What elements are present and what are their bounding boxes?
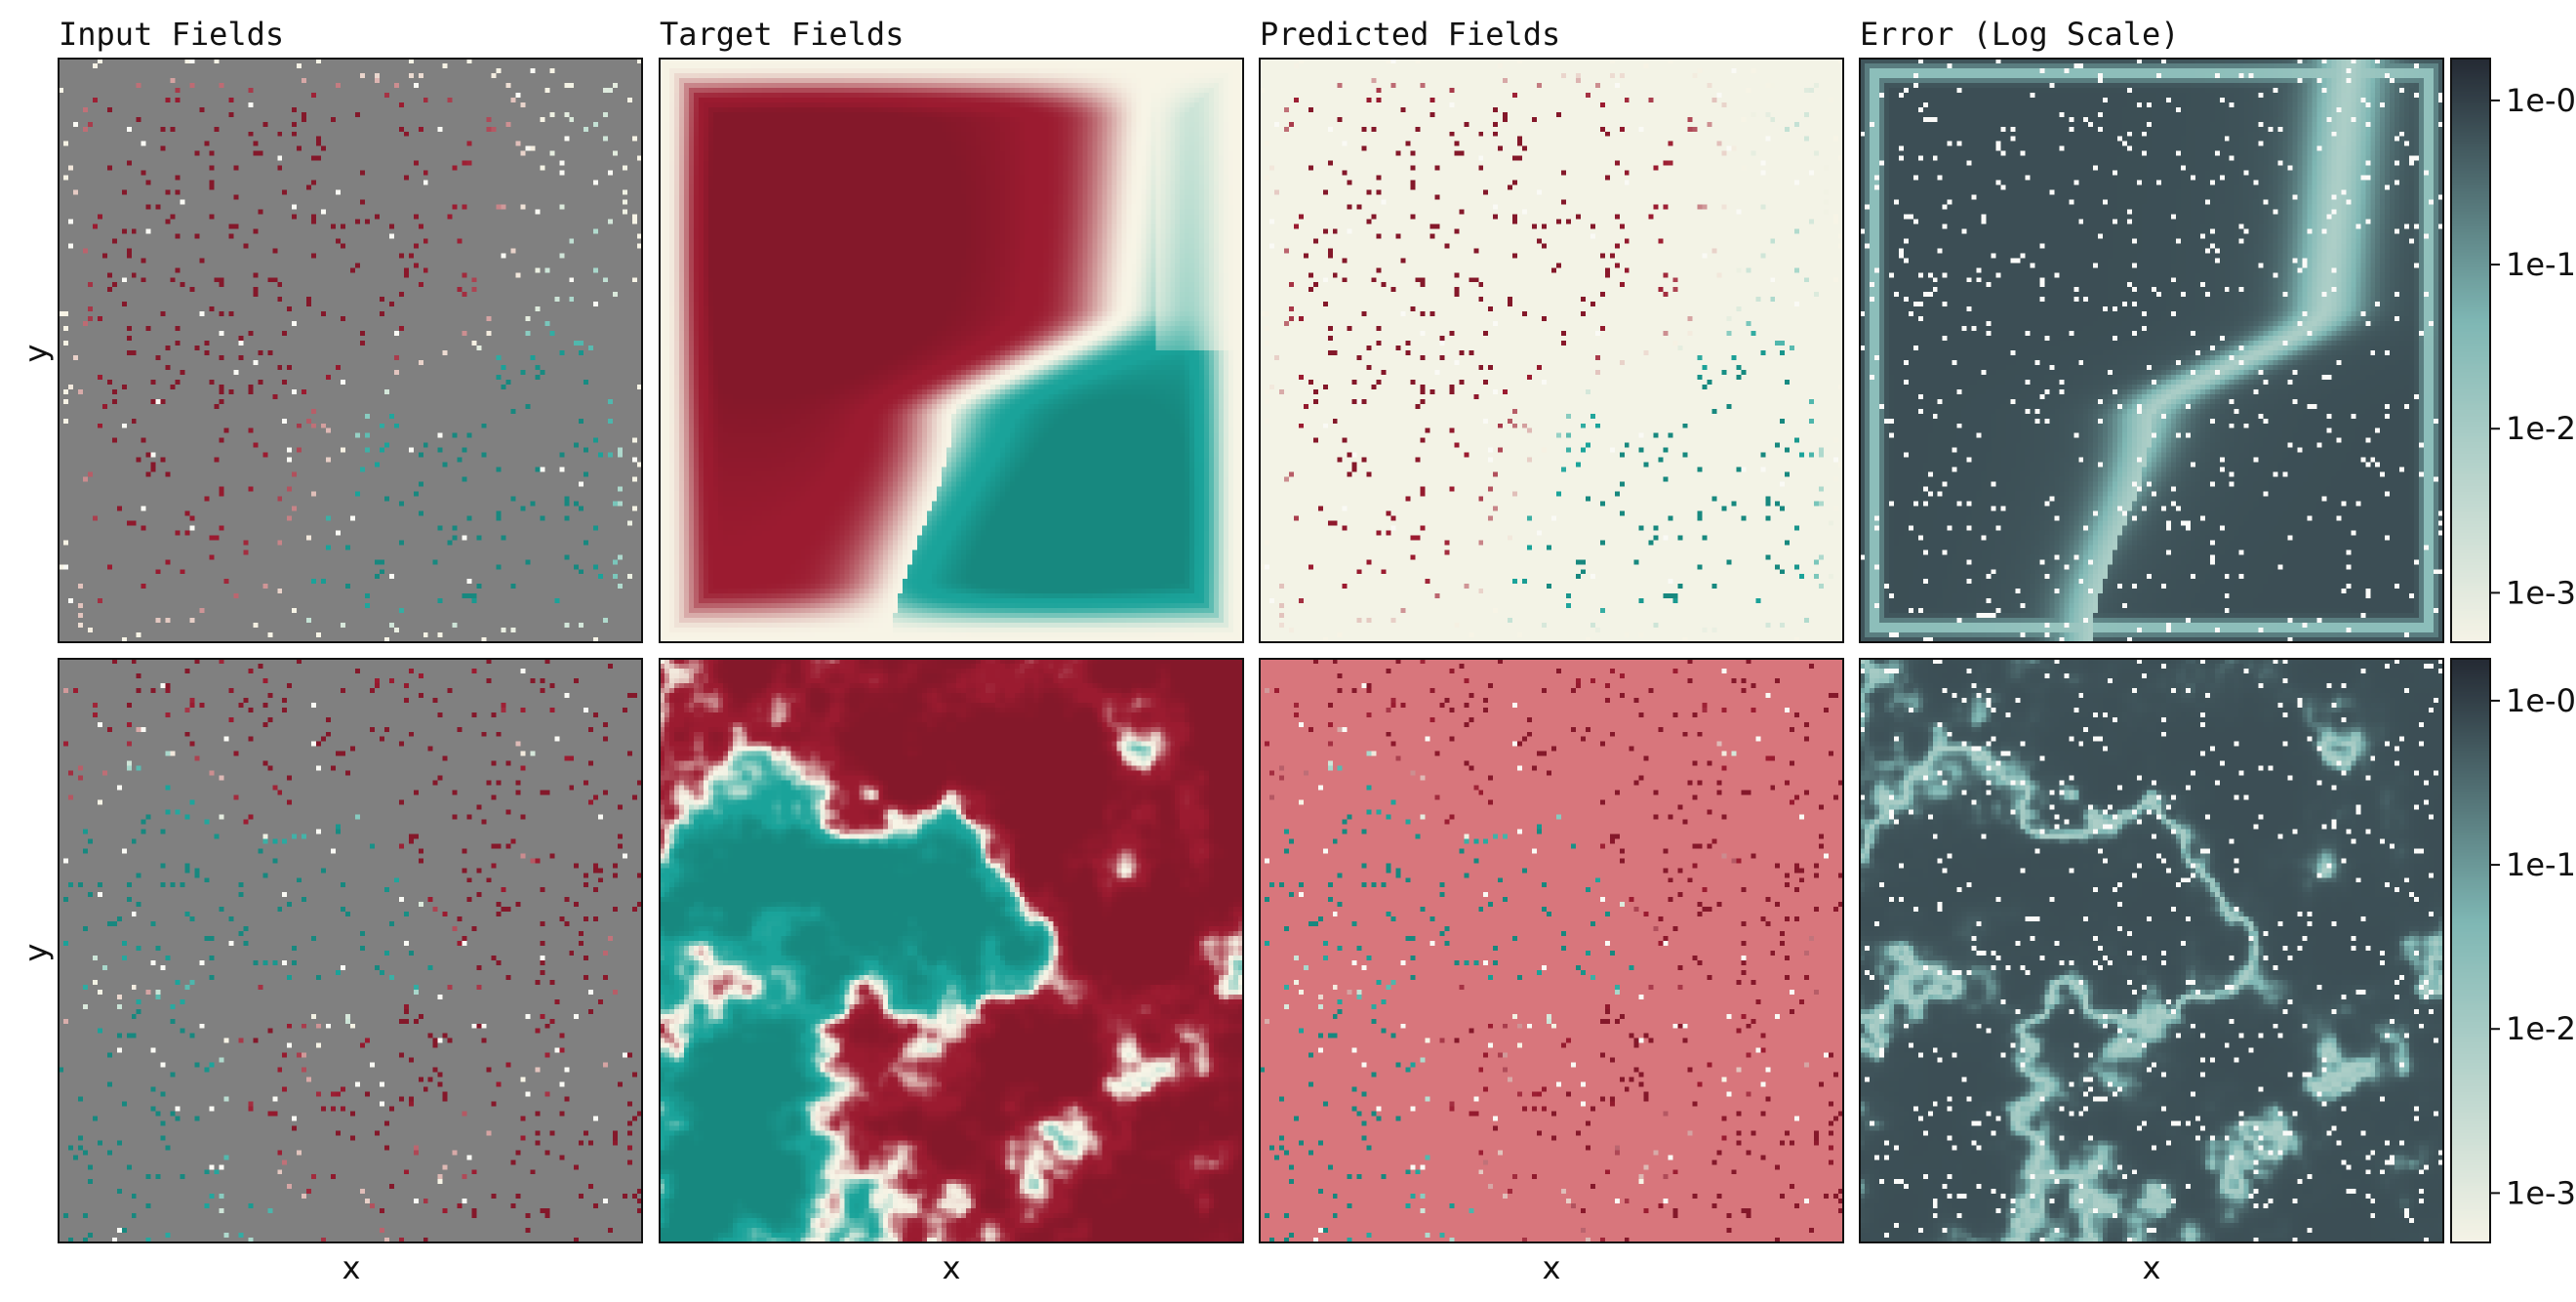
colorbar-frame-row-2 — [2450, 658, 2491, 1243]
panel-frame-target-row-1 — [659, 58, 1244, 643]
heatmap-input-row-1 — [59, 59, 642, 642]
title-target-fields: Target Fields — [660, 16, 904, 53]
y-axis-label-row-2: y — [18, 944, 55, 962]
panel-frame-error-row-1 — [1859, 58, 2444, 643]
colorbar-row-1 — [2451, 59, 2490, 642]
heatmap-target-row-2 — [660, 659, 1243, 1242]
x-axis-label-col-1: x — [342, 1249, 361, 1286]
colorbar-frame-row-1 — [2450, 58, 2491, 643]
colorbar-tick-label-row-1: 1e-2 — [2506, 410, 2576, 447]
colorbar-tick-label-row-2: 1e-0 — [2506, 682, 2576, 719]
title-predicted-fields: Predicted Fields — [1260, 16, 1560, 53]
colorbar-tick-label-row-1: 1e-0 — [2506, 82, 2576, 119]
panel-frame-input-row-2 — [58, 658, 643, 1243]
colorbar-tick-label-row-1: 1e-1 — [2506, 246, 2576, 283]
heatmap-error-row-1 — [1860, 59, 2443, 642]
heatmap-error-row-2 — [1860, 659, 2443, 1242]
colorbar-row-2 — [2451, 659, 2490, 1242]
heatmap-predicted-row-1 — [1260, 59, 1843, 642]
panel-frame-target-row-2 — [659, 658, 1244, 1243]
heatmap-target-row-1 — [660, 59, 1243, 642]
panel-frame-input-row-1 — [58, 58, 643, 643]
panel-frame-error-row-2 — [1859, 658, 2444, 1243]
panel-frame-predicted-row-2 — [1259, 658, 1844, 1243]
heatmap-predicted-row-2 — [1260, 659, 1843, 1242]
title-input-fields: Input Fields — [59, 16, 284, 53]
x-axis-label-col-4: x — [2143, 1249, 2161, 1286]
colorbar-tick-label-row-2: 1e-2 — [2506, 1010, 2576, 1047]
colorbar-tick-label-row-2: 1e-3 — [2506, 1174, 2576, 1211]
panel-frame-predicted-row-1 — [1259, 58, 1844, 643]
colorbar-tick-label-row-2: 1e-1 — [2506, 846, 2576, 883]
x-axis-label-col-2: x — [943, 1249, 961, 1286]
y-axis-label-row-1: y — [18, 345, 55, 363]
colorbar-tick-label-row-1: 1e-3 — [2506, 574, 2576, 611]
title-error-log-scale: Error (Log Scale) — [1860, 16, 2180, 53]
x-axis-label-col-3: x — [1543, 1249, 1561, 1286]
heatmap-input-row-2 — [59, 659, 642, 1242]
